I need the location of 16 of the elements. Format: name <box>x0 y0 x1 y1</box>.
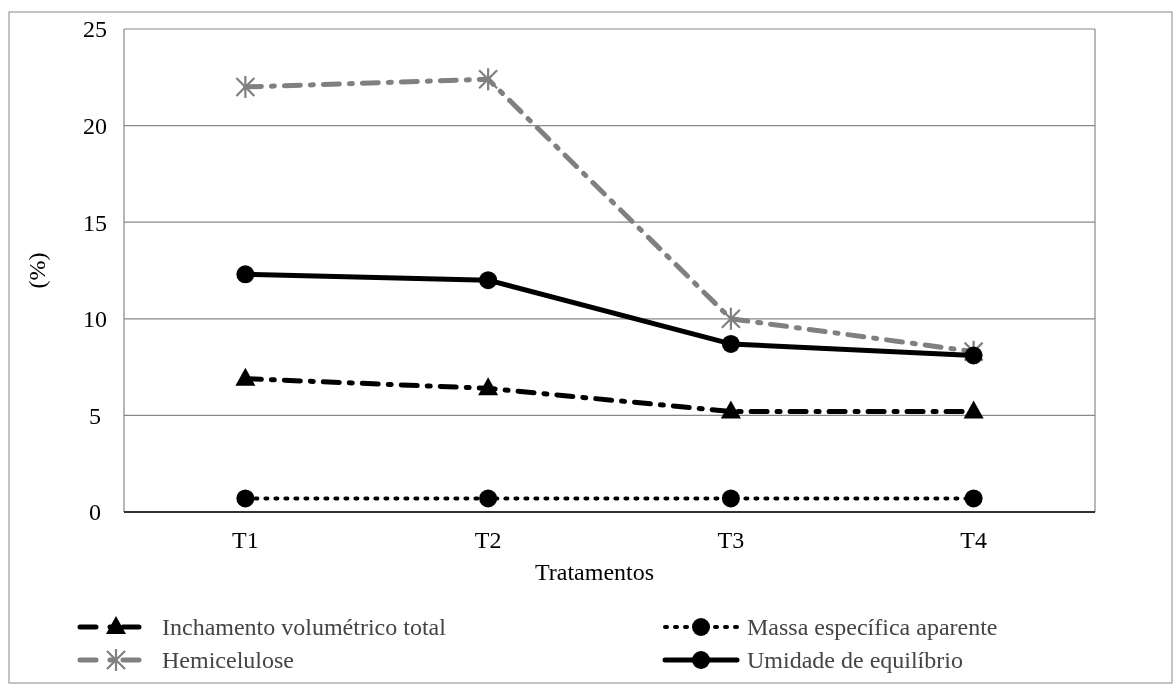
x-tick-label: T2 <box>474 527 502 553</box>
y-tick-label: 25 <box>83 16 107 43</box>
legend-label: Massa específica aparente <box>747 614 998 641</box>
y-tick-label: 0 <box>89 499 101 526</box>
x-tick-label: T1 <box>232 527 259 553</box>
y-tick-label: 15 <box>83 209 107 236</box>
y-tick-label: 10 <box>83 306 107 333</box>
y-tick-label: 5 <box>89 402 101 429</box>
y-axis-title: (%) <box>24 252 50 289</box>
legend-label: Inchamento volumétrico total <box>162 614 447 641</box>
legend-label: Umidade de equilíbrio <box>747 647 963 674</box>
x-axis-title: Tratamentos <box>534 559 655 585</box>
x-tick-label: T3 <box>717 527 745 553</box>
x-tick-label: T4 <box>960 527 987 553</box>
y-tick-label: 20 <box>83 113 107 139</box>
legend-label: Hemicelulose <box>162 647 294 674</box>
